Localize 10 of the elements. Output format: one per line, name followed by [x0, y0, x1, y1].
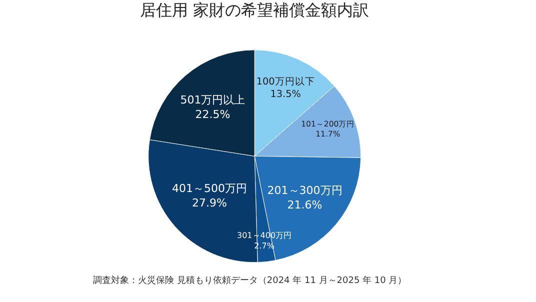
- slice-label: 100万円以下: [256, 75, 315, 88]
- data-label: 27.9%: [192, 196, 227, 210]
- data-label: 22.5%: [195, 108, 230, 121]
- data-label: 13.5%: [270, 88, 301, 100]
- slice-label: 501万円以上: [180, 94, 246, 107]
- data-label: 21.6%: [287, 198, 322, 212]
- chart-title: 居住用 家財の希望補償金額内訳: [140, 0, 370, 20]
- text: 調査対象：火災保険 見積もり依頼データ（2024 年 11 月～2025 年 10 月）: [93, 275, 407, 286]
- slice-label: 201～300万円: [267, 184, 342, 198]
- slice-label: 401～500万円: [172, 182, 248, 196]
